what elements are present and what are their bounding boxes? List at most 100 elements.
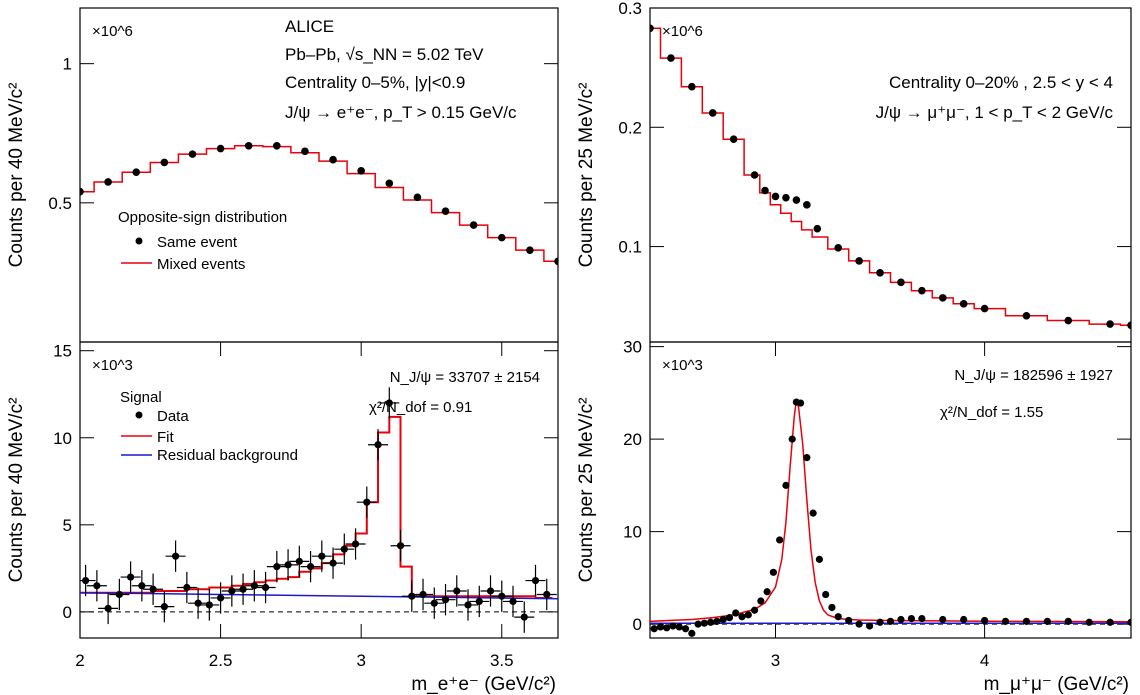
data-point — [441, 207, 450, 215]
data-point — [216, 594, 225, 602]
data-point — [498, 592, 506, 600]
data-point — [357, 167, 365, 175]
y-tick-label: 10 — [623, 523, 642, 542]
legend-label: Same event — [157, 234, 238, 251]
data-point — [738, 613, 746, 621]
info-text-line: ALICE — [285, 17, 334, 36]
data-point — [822, 590, 830, 599]
data-point — [351, 540, 360, 548]
info-text-line: Centrality 0–5%, |y|<0.9 — [285, 73, 465, 92]
info-text-line: J/ψ → e⁺e⁻, p_T > 0.15 GeV/c — [285, 103, 517, 122]
y-tick-label: 15 — [53, 342, 72, 361]
data-point — [792, 196, 801, 204]
data-point — [713, 617, 721, 625]
data-point — [138, 582, 146, 590]
data-point — [363, 498, 371, 506]
data-point — [160, 158, 169, 167]
data-point — [669, 622, 677, 630]
data-point — [475, 597, 483, 606]
data-point — [729, 135, 738, 144]
data-point — [815, 555, 823, 563]
y-tick-label: 0.5 — [48, 194, 72, 213]
annotation-yield: N_J/ψ = 182596 ± 1927 — [954, 367, 1113, 384]
info-text-line: J/ψ → μ⁺μ⁻, 1 < p_T < 2 GeV/c — [876, 103, 1114, 122]
info-text-line: Centrality 0–20% , 2.5 < y < 4 — [889, 73, 1113, 92]
data-point — [80, 187, 84, 196]
axis-multiplier: ×10^3 — [92, 357, 133, 374]
data-point — [183, 583, 191, 592]
data-point — [441, 596, 450, 604]
data-point — [188, 150, 197, 158]
y-tick-label: 0 — [63, 603, 72, 622]
y-tick-label: 0.3 — [618, 0, 642, 18]
series-group — [80, 141, 558, 266]
data-point — [194, 599, 202, 607]
data-point — [497, 233, 506, 242]
data-point — [708, 109, 717, 117]
y-tick-label: 30 — [623, 338, 642, 357]
data-point — [960, 615, 968, 624]
data-point — [719, 615, 727, 624]
data-point — [681, 625, 690, 633]
data-point — [828, 603, 836, 612]
data-point — [396, 542, 405, 550]
y-tick-label: 5 — [63, 516, 72, 535]
data-point — [301, 147, 309, 156]
data-point — [82, 576, 90, 585]
y-tick-label: 20 — [623, 430, 642, 449]
data-point — [228, 587, 236, 595]
data-point — [172, 552, 180, 560]
data-point — [809, 509, 817, 517]
data-point — [295, 557, 303, 565]
data-point — [771, 192, 780, 201]
data-point — [803, 454, 811, 462]
y-axis-label: Counts per 25 MeV/c² — [576, 83, 597, 268]
data-point — [486, 587, 495, 595]
data-point — [306, 563, 315, 571]
data-point — [1085, 618, 1093, 626]
data-point — [132, 168, 141, 177]
data-point — [430, 599, 438, 607]
series-mixed-events-step — [650, 27, 1131, 327]
data-point — [1127, 321, 1131, 330]
data-point — [244, 141, 253, 150]
data-point — [667, 54, 675, 62]
data-point — [855, 257, 863, 265]
data-point — [688, 82, 696, 91]
panel-tr: 0.1 0.2 0.3 ×10^6 Counts per 25 MeV/c² Centra… — [576, 0, 1132, 343]
data-point — [554, 257, 558, 266]
data-point — [1022, 311, 1031, 320]
data-point — [897, 615, 905, 624]
data-point — [694, 620, 702, 628]
data-point — [520, 613, 528, 621]
data-point — [374, 441, 382, 449]
y-tick-label: 0.1 — [618, 238, 642, 257]
annotation-chi2: χ²/N_dof = 0.91 — [369, 399, 472, 416]
plot-frame — [649, 341, 1132, 639]
x-tick-label: 3 — [356, 651, 365, 670]
data-point — [834, 243, 843, 252]
plot-frame — [79, 341, 559, 639]
panel-tl: 0.5 1 ×10^6 Counts per 40 MeV/c² ALICE Pb–Pb,… — [6, 7, 559, 343]
legend-marker-data — [135, 411, 143, 419]
data-point — [385, 399, 393, 407]
data-point — [239, 585, 247, 593]
data-point — [1106, 320, 1114, 328]
data-point — [663, 624, 671, 632]
annotation-chi2: χ²/N_dof = 1.55 — [940, 404, 1043, 421]
data-point — [938, 294, 947, 302]
y-axis-label: Counts per 25 MeV/c² — [576, 398, 597, 583]
data-point — [656, 623, 665, 631]
data-point — [531, 576, 540, 585]
data-point — [250, 582, 258, 590]
legend-label: Data — [157, 408, 189, 425]
data-point — [744, 611, 752, 619]
data-point — [340, 545, 348, 553]
series-mixed-events-step — [80, 145, 558, 263]
data-point — [329, 559, 337, 567]
data-point — [149, 585, 157, 593]
data-point — [907, 614, 916, 623]
data-point — [813, 224, 822, 233]
x-axis-label: m_μ⁺μ⁻ (GeV/c²) — [984, 674, 1129, 695]
data-point — [329, 155, 337, 164]
